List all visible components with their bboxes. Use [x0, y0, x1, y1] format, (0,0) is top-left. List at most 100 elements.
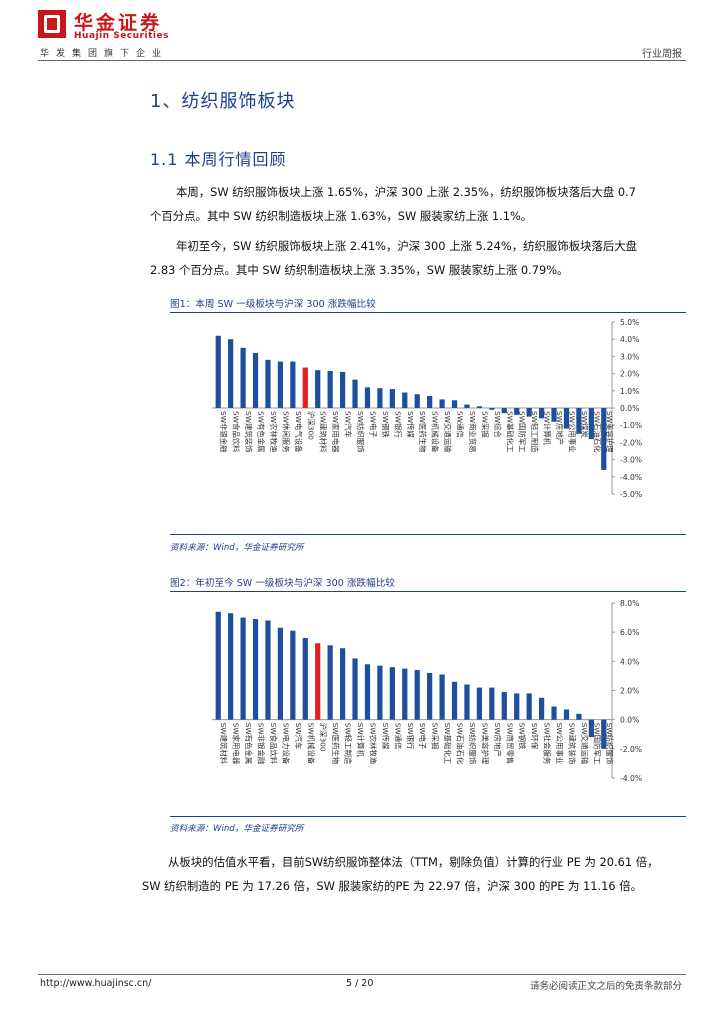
category-label: SW休闲服务 [281, 411, 290, 453]
bar [538, 408, 545, 419]
figure-2-bottom-rule [170, 816, 686, 817]
category-label: SW纺织服饰 [468, 723, 477, 765]
bar [377, 665, 383, 720]
category-label: SW房地产 [493, 723, 502, 757]
bar [377, 388, 383, 408]
section-subtitle: 1.1 本周行情回顾 [150, 150, 287, 169]
category-label: SW农林牧渔 [269, 411, 278, 453]
y-tick-label: 0.0% [620, 716, 639, 725]
category-label: SW基础化工 [443, 723, 452, 765]
category-label: SW石油石化 [456, 723, 465, 765]
logo-icon [38, 10, 66, 38]
y-tick-label: -2.0% [620, 745, 642, 754]
category-label: SW电子 [368, 411, 377, 438]
y-tick-label: 4.0% [620, 335, 639, 344]
bar [277, 627, 284, 720]
category-label: SW医药生物 [331, 723, 340, 765]
bar [252, 352, 259, 408]
category-label: SW电子 [418, 723, 427, 750]
bar [489, 408, 495, 410]
paragraph-line: 年初至今，SW 纺织服饰板块上涨 2.41%，沪深 300 上涨 5.24%，纺… [176, 239, 638, 253]
chart-ytd-returns: 8.0% 6.0% 4.0% 2.0% 0.0% -2.0% -4.0% SW建筑材料 SW家用… [212, 599, 642, 783]
footer-url-link[interactable]: http://www.huajinsc.cn/ [40, 978, 152, 989]
bar [601, 408, 607, 470]
category-label: SW轻工制造 [530, 411, 539, 453]
category-label: SW公用事业 [555, 723, 564, 765]
bar [451, 400, 458, 408]
section-title: 1、纺织服饰板块 [150, 91, 296, 112]
bar [339, 371, 346, 408]
y-tick-label: 4.0% [620, 657, 639, 666]
category-label: SW建筑材料 [319, 411, 328, 453]
category-label: SW传媒 [381, 723, 390, 750]
header-divider [38, 60, 686, 61]
y-tick-label: -4.0% [620, 473, 642, 482]
paragraph-valuation: 从板块的估值水平看，目前SW纺织服饰整体法（TTM，剔除负值）计算的行业 PE … [142, 850, 678, 898]
bar [352, 658, 358, 720]
bar [228, 339, 234, 408]
bar [228, 613, 234, 720]
chart-weekly-returns: 5.0% 4.0% 3.0% 2.0% 1.0% 0.0% -1.0% -2.0% -3.0% -… [212, 318, 642, 499]
category-label: SW纺织服饰 [605, 723, 614, 765]
bar [489, 687, 495, 720]
bar [389, 667, 395, 720]
bar [414, 394, 420, 408]
category-label: SW房地产 [555, 411, 564, 445]
bar [526, 693, 532, 720]
bar [315, 370, 321, 408]
category-label: SW计算机 [543, 411, 552, 446]
figure-1-top-rule [170, 312, 686, 313]
category-label: 沪深300 [306, 411, 315, 440]
category-label: SW银行 [393, 411, 402, 438]
category-label: SW建筑装饰 [567, 723, 576, 765]
category-label: SW采掘 [431, 723, 440, 750]
bar [339, 648, 346, 720]
bar [315, 643, 321, 720]
category-label: SW传媒 [406, 411, 415, 438]
category-label: SW国防军工 [518, 411, 527, 453]
category-label: SW钢铁 [518, 723, 527, 750]
category-label: SW机械设备 [431, 411, 440, 453]
category-label: SW公用事业 [567, 411, 576, 453]
category-label: SW综合 [493, 411, 502, 438]
bar [588, 408, 594, 439]
bar [290, 361, 296, 408]
figure-2-source: 资料来源：Wind，华金证券研究所 [170, 824, 304, 834]
category-label: SW机械设备 [306, 723, 315, 765]
category-label: SW有色金属 [244, 723, 253, 765]
category-label: SW交通运输 [580, 723, 589, 765]
figure-1-bottom-rule [170, 534, 686, 535]
bar [464, 404, 470, 408]
y-tick-label: 6.0% [620, 628, 639, 637]
category-label: SW家用电器 [331, 411, 340, 453]
bar [402, 668, 408, 720]
bar [476, 406, 483, 408]
bar [327, 645, 333, 720]
bar [265, 620, 271, 720]
bar [327, 371, 333, 408]
bar [414, 670, 420, 720]
bar [464, 684, 470, 720]
footer-divider [38, 974, 686, 975]
category-label: SW汽车 [294, 723, 303, 750]
y-tick-label: 8.0% [620, 599, 639, 608]
figure-2-top-rule [170, 591, 686, 592]
category-label: SW农林牧渔 [368, 723, 377, 765]
category-label: SW汽车 [344, 411, 353, 438]
category-label: SW煤炭 [580, 411, 589, 438]
bar [389, 389, 395, 408]
bar [476, 687, 483, 720]
category-label: SW基础化工 [505, 411, 514, 453]
y-tick-label: 5.0% [620, 318, 639, 327]
category-label: SW商业贸易 [468, 411, 477, 453]
bar [439, 674, 445, 720]
y-tick-label: -2.0% [620, 438, 642, 447]
paragraph-line: 个百分点。其中 SW 纺织制造板块上涨 1.63%，SW 服装家纺上涨 1.1%… [150, 209, 533, 223]
category-label: SW石油石化 [592, 411, 601, 453]
paragraph-weekly: 本周，SW 纺织服饰板块上涨 1.65%，沪深 300 上涨 2.35%，纺织服… [150, 180, 686, 228]
category-label: SW建筑材料 [219, 723, 228, 765]
bar [551, 408, 557, 422]
bar [302, 638, 308, 720]
category-label: SW轻工制造 [344, 723, 353, 765]
category-label: SW钢铁 [381, 411, 390, 438]
